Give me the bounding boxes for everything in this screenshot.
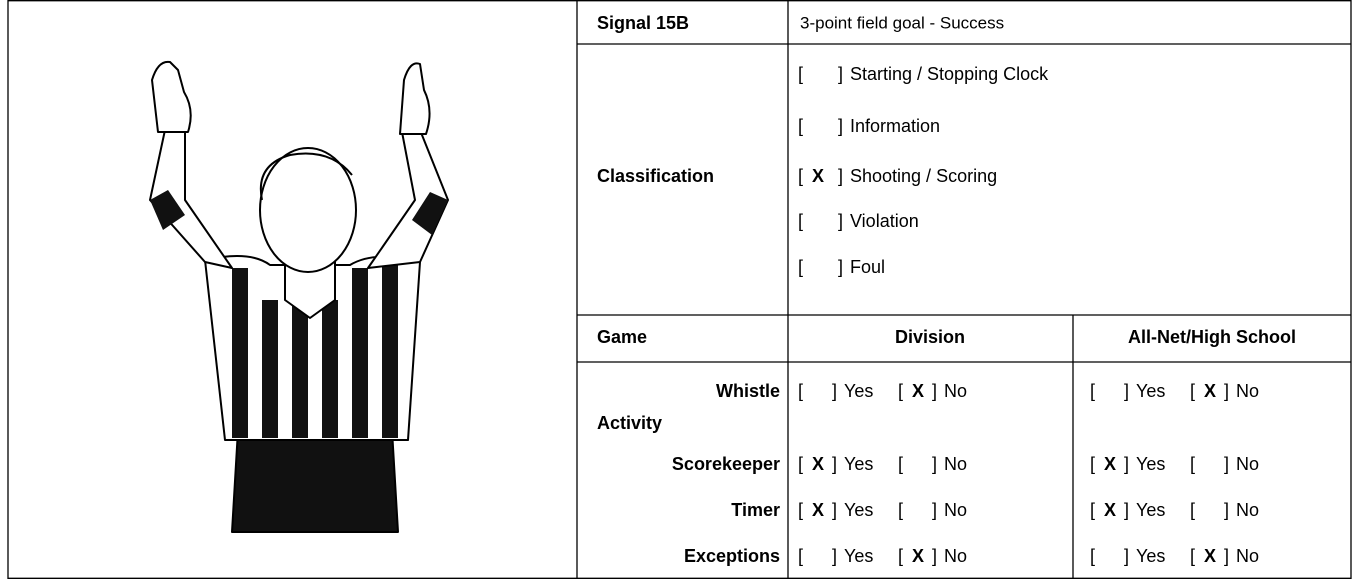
box-open: [ <box>1190 546 1195 566</box>
box-close: ] <box>832 381 837 401</box>
table-rules <box>7 0 1352 579</box>
check-mark: X <box>1204 381 1216 401</box>
box-close: ] <box>832 546 837 566</box>
box-close: ] <box>838 64 843 84</box>
choice-label: Yes <box>844 381 873 401</box>
check-mark: X <box>1104 454 1116 474</box>
choice-label: Yes <box>844 546 873 566</box>
box-close: ] <box>1224 546 1229 566</box>
game-header: Game <box>597 327 647 347</box>
box-open: [ <box>798 381 803 401</box>
box-close: ] <box>838 211 843 231</box>
check-mark: X <box>1104 500 1116 520</box>
box-open: [ <box>798 454 803 474</box>
option-label: Foul <box>850 257 885 277</box>
box-close: ] <box>838 257 843 277</box>
box-open: [ <box>1090 500 1095 520</box>
game-header: Division <box>895 327 965 347</box>
row-label: Timer <box>731 500 780 520</box>
classification-label: Classification <box>597 166 714 186</box>
choice-label: Yes <box>1136 454 1165 474</box>
box-close: ] <box>838 116 843 136</box>
box-close: ] <box>838 166 843 186</box>
box-close: ] <box>932 381 937 401</box>
box-open: [ <box>1090 546 1095 566</box>
option-label: Information <box>850 116 940 136</box>
box-open: [ <box>798 546 803 566</box>
signal-description: 3-point field goal - Success <box>800 13 1004 32</box>
box-open: [ <box>798 166 803 186</box>
box-close: ] <box>1124 381 1129 401</box>
choice-label: Yes <box>1136 381 1165 401</box>
box-open: [ <box>898 381 903 401</box>
box-close: ] <box>832 500 837 520</box>
option-label: Shooting / Scoring <box>850 166 997 186</box>
choice-label: No <box>1236 381 1259 401</box>
box-open: [ <box>1190 454 1195 474</box>
box-close: ] <box>1224 381 1229 401</box>
box-close: ] <box>832 454 837 474</box>
box-close: ] <box>1224 500 1229 520</box>
check-mark: X <box>812 166 824 186</box>
box-open: [ <box>1190 500 1195 520</box>
box-open: [ <box>1190 381 1195 401</box>
choice-label: Yes <box>844 500 873 520</box>
signal-label: Signal 15B <box>597 13 689 33</box>
choice-label: No <box>1236 454 1259 474</box>
option-label: Violation <box>850 211 919 231</box>
row-label: Whistle <box>716 381 780 401</box>
choice-label: No <box>944 546 967 566</box>
box-open: [ <box>798 211 803 231</box>
check-mark: X <box>812 500 824 520</box>
box-close: ] <box>1124 454 1129 474</box>
choice-label: No <box>1236 546 1259 566</box>
row-label: Scorekeeper <box>672 454 780 474</box>
choice-label: No <box>944 454 967 474</box>
check-mark: X <box>1204 546 1216 566</box>
box-close: ] <box>932 500 937 520</box>
choice-label: No <box>944 500 967 520</box>
box-open: [ <box>898 500 903 520</box>
choice-label: No <box>944 381 967 401</box>
box-open: [ <box>798 500 803 520</box>
choice-label: Yes <box>1136 500 1165 520</box>
box-open: [ <box>898 454 903 474</box>
referee-illustration <box>149 60 449 533</box>
choice-label: Yes <box>1136 546 1165 566</box>
row-label: Exceptions <box>684 546 780 566</box>
check-mark: X <box>812 454 824 474</box>
row-label: Activity <box>597 413 662 433</box>
box-close: ] <box>1224 454 1229 474</box>
box-open: [ <box>1090 454 1095 474</box>
choice-label: No <box>1236 500 1259 520</box>
box-open: [ <box>798 116 803 136</box>
box-open: [ <box>1090 381 1095 401</box>
game-header: All-Net/High School <box>1128 327 1296 347</box>
box-close: ] <box>932 546 937 566</box>
box-close: ] <box>932 454 937 474</box>
option-label: Starting / Stopping Clock <box>850 64 1049 84</box>
check-mark: X <box>912 381 924 401</box>
box-close: ] <box>1124 546 1129 566</box>
box-close: ] <box>1124 500 1129 520</box>
box-open: [ <box>798 257 803 277</box>
choice-label: Yes <box>844 454 873 474</box>
check-mark: X <box>912 546 924 566</box>
box-open: [ <box>898 546 903 566</box>
box-open: [ <box>798 64 803 84</box>
